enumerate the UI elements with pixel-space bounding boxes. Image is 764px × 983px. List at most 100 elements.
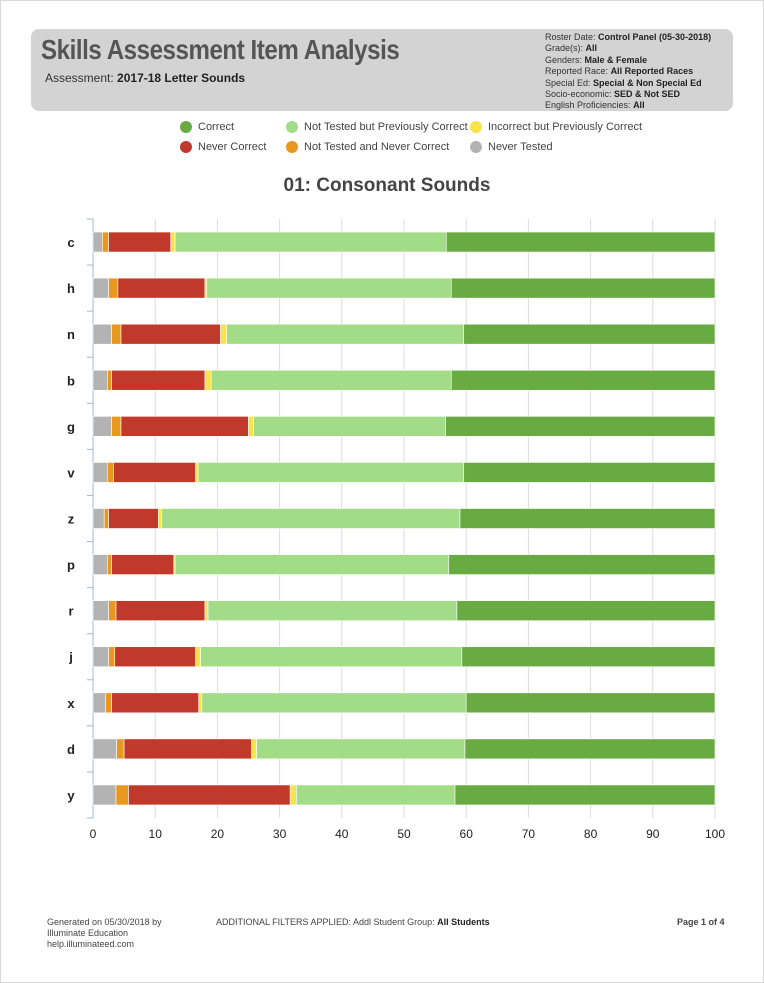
meta-value: Control Panel (05-30-2018) bbox=[598, 32, 712, 42]
generated-line: Generated on 05/30/2018 by bbox=[47, 917, 162, 927]
bar-segment bbox=[170, 231, 176, 253]
filters-value: All Students bbox=[437, 917, 490, 927]
bar-segment bbox=[92, 600, 109, 621]
bar-segment bbox=[207, 600, 458, 621]
bar-segment bbox=[210, 369, 452, 391]
category-label: j bbox=[68, 650, 73, 665]
x-tick-label: 60 bbox=[460, 827, 474, 841]
bar-segment bbox=[461, 646, 716, 668]
bar-segment bbox=[123, 738, 252, 760]
legend-label: Not Tested and Never Correct bbox=[304, 141, 450, 153]
legend-item-not-tested-prev-correct: Not Tested but Previously Correct bbox=[286, 121, 468, 133]
bar-segment bbox=[220, 323, 228, 345]
meta-genders: Genders: Male & Female bbox=[545, 55, 711, 66]
assessment-line: Assessment: 2017-18 Letter Sounds bbox=[45, 71, 245, 85]
bar-segment bbox=[459, 508, 716, 529]
legend-label: Incorrect but Previously Correct bbox=[488, 121, 643, 133]
bar-segment bbox=[114, 646, 196, 668]
meta-value: All bbox=[633, 100, 645, 111]
bar-segment bbox=[465, 692, 716, 714]
filters-label: ADDITIONAL FILTERS APPLIED: Addl Student… bbox=[216, 917, 435, 927]
bar-segment bbox=[111, 692, 200, 714]
meta-special-ed: Special Ed: Special & Non Special Ed bbox=[545, 78, 711, 89]
footer-filters: ADDITIONAL FILTERS APPLIED: Addl Student… bbox=[216, 917, 490, 928]
legend-swatch bbox=[286, 141, 298, 153]
bar-segment bbox=[197, 462, 465, 483]
stacked-bar-chart: c h n b g v z p r j x d y 0 10 20 30 40 50 60 70 80 90 100 bbox=[67, 218, 725, 841]
x-tick-label: 100 bbox=[705, 827, 725, 841]
x-tick-label: 90 bbox=[646, 827, 660, 841]
bar-segment bbox=[128, 784, 291, 806]
bar-segment bbox=[454, 784, 716, 806]
chart-legend: Correct Not Tested but Previously Correc… bbox=[1, 119, 764, 159]
bar-segment bbox=[204, 600, 209, 621]
legend-item-incorrect-prev-correct: Incorrect but Previously Correct bbox=[470, 121, 642, 133]
bar-segment bbox=[251, 738, 257, 760]
meta-label: Genders: bbox=[545, 54, 583, 65]
bar-segment bbox=[108, 231, 172, 253]
bar-segment bbox=[464, 738, 716, 760]
bar-segment bbox=[256, 738, 466, 760]
legend-swatch bbox=[470, 121, 482, 133]
bar-segment bbox=[111, 323, 122, 345]
bar-segment bbox=[105, 692, 112, 714]
meta-socio-economic: Socio-economic: SED & Not SED bbox=[545, 89, 711, 100]
bar-segment bbox=[92, 277, 109, 299]
legend-swatch bbox=[180, 121, 192, 133]
category-label: y bbox=[67, 788, 75, 803]
bar-segment bbox=[92, 231, 103, 253]
bar-segment bbox=[195, 646, 201, 668]
bar-segment bbox=[92, 508, 105, 529]
bar-segment bbox=[102, 231, 109, 253]
bar-segment bbox=[450, 369, 716, 391]
filter-meta: Roster Date: Control Panel (05-30-2018) … bbox=[545, 32, 711, 112]
category-label: d bbox=[67, 742, 75, 757]
bar-segment bbox=[158, 508, 162, 529]
legend-swatch bbox=[470, 141, 482, 153]
category-label: x bbox=[67, 696, 75, 711]
bar-segment bbox=[92, 462, 108, 483]
x-tick-label: 70 bbox=[522, 827, 536, 841]
bar-segment bbox=[107, 554, 112, 575]
legend-item-never-tested: Never Tested bbox=[470, 141, 553, 153]
bar-segment bbox=[92, 646, 109, 668]
legend-label: Never Tested bbox=[488, 141, 553, 153]
bar-segment bbox=[248, 416, 254, 437]
legend-item-correct: Correct bbox=[180, 121, 234, 133]
bar-segment bbox=[116, 738, 125, 760]
bar-segment bbox=[108, 508, 159, 529]
x-tick-label: 50 bbox=[397, 827, 411, 841]
meta-english-proficiencies: English Proficiencies: All bbox=[545, 100, 711, 111]
assessment-value: 2017-18 Letter Sounds bbox=[117, 71, 246, 85]
generated-url: help.illuminateed.com bbox=[47, 939, 135, 949]
meta-race: Reported Race: All Reported Races bbox=[545, 66, 711, 77]
bar-segment bbox=[445, 416, 716, 437]
legend-label: Correct bbox=[198, 121, 235, 133]
bar-segment bbox=[111, 416, 122, 437]
legend-label: Never Correct bbox=[198, 141, 267, 153]
bar-segment bbox=[115, 600, 206, 621]
bar-segment bbox=[92, 369, 108, 391]
meta-label: Reported Race: bbox=[545, 66, 609, 77]
bar-segment bbox=[120, 416, 249, 437]
category-label: n bbox=[67, 327, 75, 342]
bar-segment bbox=[450, 277, 716, 299]
legend-item-not-tested-never-correct: Not Tested and Never Correct bbox=[286, 141, 449, 153]
page-number: Page 1 of 4 bbox=[677, 917, 725, 927]
meta-roster-date: Roster Date: Control Panel (05-30-2018) bbox=[545, 32, 711, 43]
bar-segment bbox=[253, 416, 446, 437]
x-tick-label: 10 bbox=[149, 827, 163, 841]
meta-label: Special Ed: bbox=[545, 77, 591, 88]
assessment-label: Assessment: bbox=[45, 71, 114, 85]
category-label: r bbox=[68, 604, 73, 619]
meta-value: All Reported Races bbox=[610, 66, 694, 77]
meta-grades: Grade(s): All bbox=[545, 43, 711, 54]
meta-label: Socio-economic: bbox=[545, 89, 612, 100]
generated-org: Illuminate Education bbox=[47, 928, 129, 938]
bar-segment bbox=[201, 692, 467, 714]
category-label: p bbox=[67, 558, 75, 573]
meta-label: Grade(s): bbox=[545, 43, 584, 54]
bar-segment bbox=[107, 462, 114, 483]
bar-segment bbox=[113, 462, 196, 483]
